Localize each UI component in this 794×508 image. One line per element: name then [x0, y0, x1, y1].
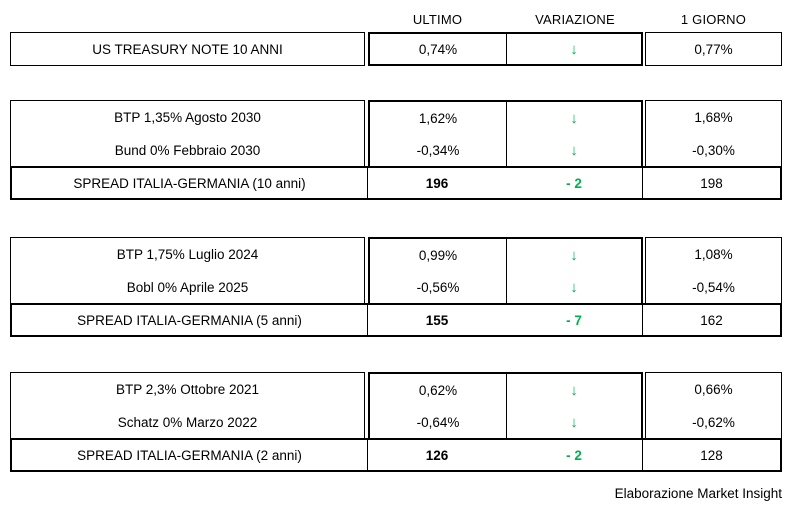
giorno-value: 0,66%: [694, 382, 733, 397]
spread-variazione-value: - 2: [566, 175, 582, 191]
attribution-text: Elaborazione Market Insight: [614, 486, 782, 501]
spread-variazione-value: - 7: [566, 312, 582, 328]
down-arrow-icon: ↓: [570, 141, 578, 159]
column-header-ultimo: ULTIMO: [412, 11, 463, 27]
instrument-name: BTP 1,75% Luglio 2024: [116, 247, 259, 262]
giorno-cell: 1,08% -0,54%: [645, 237, 782, 305]
spread-label: SPREAD ITALIA-GERMANIA (10 anni): [12, 168, 368, 198]
giorno-value: -0,30%: [692, 143, 735, 158]
ultimo-variazione-cell: 0,74% ↓: [368, 32, 643, 66]
variazione-column: ↓ ↓: [507, 239, 641, 303]
group-10-anni: BTP 1,35% Agosto 2030 Bund 0% Febbraio 2…: [10, 100, 782, 200]
ultimo-column: 0,74%: [370, 34, 507, 64]
spread-label: SPREAD ITALIA-GERMANIA (5 anni): [12, 305, 368, 335]
down-arrow-icon: ↓: [570, 413, 578, 431]
spread-giorno-value: 162: [642, 305, 780, 335]
spread-ultimo-value: 126: [425, 447, 449, 463]
column-header-variazione: VARIAZIONE: [535, 11, 615, 27]
ultimo-column: 0,62% -0,64%: [370, 374, 507, 438]
instrument-name: US TREASURY NOTE 10 ANNI: [92, 41, 283, 57]
instrument-rows: BTP 2,3% Ottobre 2021 Schatz 0% Marzo 20…: [10, 372, 782, 440]
giorno-value: 0,77%: [694, 41, 733, 57]
name-cell: BTP 1,75% Luglio 2024 Bobl 0% Aprile 202…: [10, 237, 365, 305]
down-arrow-icon: ↓: [570, 40, 578, 58]
spread-label: SPREAD ITALIA-GERMANIA (2 anni): [12, 440, 368, 470]
down-arrow-icon: ↓: [570, 109, 578, 127]
giorno-value: 1,08%: [694, 247, 733, 262]
ultimo-value: 0,99%: [418, 247, 458, 263]
giorno-cell: 0,77%: [645, 32, 782, 66]
spread-variazione-value: - 2: [566, 447, 582, 463]
spread-ultimo-value: 155: [425, 312, 449, 328]
ultimo-value: -0,34%: [416, 142, 460, 158]
ultimo-variazione-cell: 0,99% -0,56% ↓ ↓: [368, 237, 643, 305]
spread-giorno-value: 128: [642, 440, 780, 470]
spread-row-10-anni: SPREAD ITALIA-GERMANIA (10 anni) 196 - 2…: [10, 166, 782, 200]
instrument-name: BTP 2,3% Ottobre 2021: [115, 382, 260, 397]
table-header: ULTIMO VARIAZIONE 1 GIORNO: [10, 8, 782, 30]
giorno-value: 1,68%: [694, 110, 733, 125]
ultimo-column: 0,99% -0,56%: [370, 239, 507, 303]
instrument-name: BTP 1,35% Agosto 2030: [114, 110, 261, 125]
giorno-cell: 1,68% -0,30%: [645, 100, 782, 168]
variazione-column: ↓ ↓: [507, 374, 641, 438]
down-arrow-icon: ↓: [570, 278, 578, 296]
name-cell: BTP 1,35% Agosto 2030 Bund 0% Febbraio 2…: [10, 100, 365, 168]
ultimo-value: -0,56%: [416, 279, 460, 295]
group-5-anni: BTP 1,75% Luglio 2024 Bobl 0% Aprile 202…: [10, 237, 782, 337]
down-arrow-icon: ↓: [570, 381, 578, 399]
variazione-column: ↓: [507, 34, 641, 64]
ultimo-value: -0,64%: [416, 414, 460, 430]
giorno-value: -0,54%: [692, 280, 735, 295]
instrument-name: Bobl 0% Aprile 2025: [126, 280, 249, 295]
ultimo-value: 0,74%: [418, 41, 458, 57]
instrument-rows: BTP 1,75% Luglio 2024 Bobl 0% Aprile 202…: [10, 237, 782, 305]
name-cell: BTP 2,3% Ottobre 2021 Schatz 0% Marzo 20…: [10, 372, 365, 440]
spread-ultimo-value: 196: [425, 175, 449, 191]
spread-row-5-anni: SPREAD ITALIA-GERMANIA (5 anni) 155 - 7 …: [10, 303, 782, 337]
instrument-rows: US TREASURY NOTE 10 ANNI 0,74% ↓ 0,77%: [10, 32, 782, 66]
instrument-rows: BTP 1,35% Agosto 2030 Bund 0% Febbraio 2…: [10, 100, 782, 168]
ultimo-variazione-cell: 0,62% -0,64% ↓ ↓: [368, 372, 643, 440]
spread-row-2-anni: SPREAD ITALIA-GERMANIA (2 anni) 126 - 2 …: [10, 438, 782, 472]
instrument-name: Schatz 0% Marzo 2022: [117, 415, 258, 430]
bond-rates-table: ULTIMO VARIAZIONE 1 GIORNO US TREASURY N…: [10, 8, 782, 501]
ultimo-column: 1,62% -0,34%: [370, 102, 507, 166]
instrument-name: Bund 0% Febbraio 2030: [114, 143, 261, 158]
group-us-treasury: US TREASURY NOTE 10 ANNI 0,74% ↓ 0,77%: [10, 32, 782, 66]
group-2-anni: BTP 2,3% Ottobre 2021 Schatz 0% Marzo 20…: [10, 372, 782, 472]
ultimo-variazione-cell: 1,62% -0,34% ↓ ↓: [368, 100, 643, 168]
giorno-cell: 0,66% -0,62%: [645, 372, 782, 440]
name-cell: US TREASURY NOTE 10 ANNI: [10, 32, 365, 66]
spread-giorno-value: 198: [642, 168, 780, 198]
column-header-1-giorno: 1 GIORNO: [680, 11, 747, 27]
ultimo-value: 0,62%: [418, 382, 458, 398]
giorno-value: -0,62%: [692, 415, 735, 430]
variazione-column: ↓ ↓: [507, 102, 641, 166]
down-arrow-icon: ↓: [570, 246, 578, 264]
ultimo-value: 1,62%: [418, 110, 458, 126]
